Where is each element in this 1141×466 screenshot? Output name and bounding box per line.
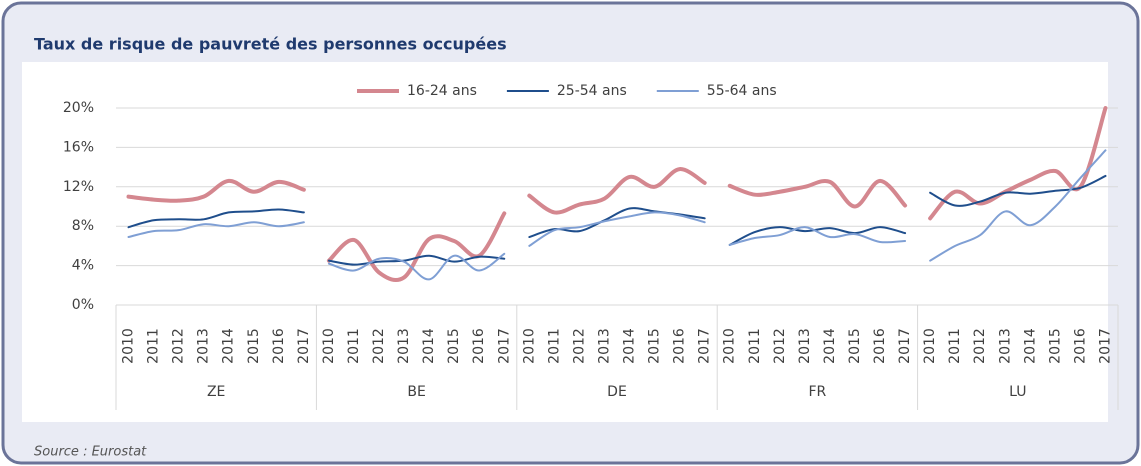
series-line xyxy=(327,254,506,266)
x-tick-label: 2012 xyxy=(972,328,988,364)
legend-label: 16-24 ans xyxy=(407,83,477,99)
x-tick-label: 2014 xyxy=(1022,328,1038,364)
y-tick-label: 0% xyxy=(72,297,94,313)
y-tick-label: 16% xyxy=(63,139,94,155)
y-tick-label: 8% xyxy=(72,218,94,234)
x-tick-label: 2016 xyxy=(1072,328,1088,364)
series-line xyxy=(126,178,306,203)
x-tick-label: 2013 xyxy=(396,328,412,364)
y-tick-label: 20% xyxy=(63,100,94,116)
series-line xyxy=(728,226,907,246)
x-tick-label: 2011 xyxy=(747,328,763,364)
x-tick-label: 2010 xyxy=(321,328,337,364)
x-tick-label: 2016 xyxy=(471,328,487,364)
x-tick-label: 2017 xyxy=(296,328,312,364)
x-tick-label: 2014 xyxy=(221,328,237,364)
group-label: LU xyxy=(1009,384,1026,400)
x-tick-label: 2016 xyxy=(672,328,688,364)
x-tick-label: 2012 xyxy=(571,328,587,364)
x-tick-label: 2014 xyxy=(421,328,437,364)
x-tick-label: 2013 xyxy=(997,328,1013,364)
y-tick-label: 4% xyxy=(72,258,94,274)
group-label: DE xyxy=(607,384,627,400)
x-tick-label: 2015 xyxy=(647,328,663,364)
series-line xyxy=(527,167,707,215)
x-tick-label: 2015 xyxy=(847,328,863,364)
x-tick-label: 2011 xyxy=(146,328,162,364)
series-line xyxy=(327,252,506,281)
x-tick-label: 2017 xyxy=(897,328,913,364)
x-tick-label: 2017 xyxy=(697,328,713,364)
x-tick-label: 2013 xyxy=(196,328,212,364)
x-tick-label: 2014 xyxy=(822,328,838,364)
x-tick-label: 2010 xyxy=(521,328,537,364)
x-tick-label: 2012 xyxy=(371,328,387,364)
group-label: ZE xyxy=(207,384,225,400)
group-label: BE xyxy=(407,384,425,400)
x-tick-label: 2015 xyxy=(446,328,462,364)
source: Source : Eurostat xyxy=(34,445,147,460)
x-tick-label: 2013 xyxy=(797,328,813,364)
x-tick-label: 2015 xyxy=(246,328,262,364)
legend-label: 55-64 ans xyxy=(707,83,777,99)
group-label: FR xyxy=(809,384,827,400)
series-line xyxy=(929,149,1107,262)
series-line xyxy=(127,208,305,229)
x-tick-label: 2017 xyxy=(496,328,512,364)
chart-title: Taux de risque de pauvreté des personnes… xyxy=(34,35,507,54)
x-tick-label: 2017 xyxy=(1097,328,1113,364)
x-tick-label: 2016 xyxy=(872,328,888,364)
x-tick-label: 2012 xyxy=(171,328,187,364)
plot-background xyxy=(22,62,1108,422)
legend-label: 25-54 ans xyxy=(557,83,627,99)
x-tick-label: 2013 xyxy=(596,328,612,364)
x-tick-label: 2011 xyxy=(947,328,963,364)
x-tick-label: 2010 xyxy=(722,328,738,364)
series-line xyxy=(127,221,305,239)
x-tick-label: 2010 xyxy=(121,328,137,364)
series-line xyxy=(528,211,706,247)
series-line xyxy=(728,226,907,246)
x-tick-label: 2016 xyxy=(271,328,287,364)
y-tick-label: 12% xyxy=(63,179,94,195)
series-line xyxy=(929,174,1107,207)
x-tick-label: 2011 xyxy=(546,328,562,364)
x-tick-label: 2014 xyxy=(622,328,638,364)
x-tick-label: 2012 xyxy=(772,328,788,364)
x-tick-label: 2011 xyxy=(346,328,362,364)
series-line xyxy=(727,178,908,209)
x-tick-label: 2010 xyxy=(922,328,938,364)
x-tick-label: 2015 xyxy=(1047,328,1063,364)
